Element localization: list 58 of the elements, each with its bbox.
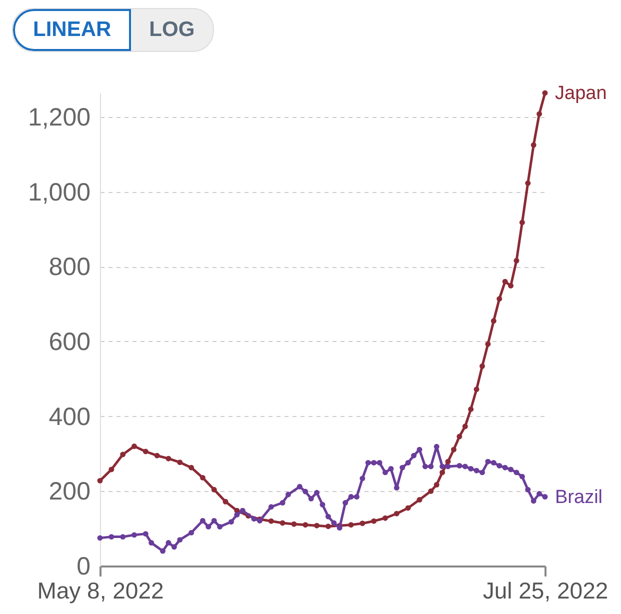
point [496,296,502,302]
point [188,464,194,470]
point [474,386,480,392]
point [177,460,183,466]
point [348,522,354,528]
point [445,458,451,464]
point [360,520,366,526]
point [325,524,331,530]
y-tick-label: 1,200 [28,103,90,132]
point [525,180,531,186]
point [530,142,536,148]
point [291,521,297,527]
point [416,497,422,502]
point [108,466,114,472]
point [490,318,496,324]
point [268,518,274,524]
point [508,282,514,288]
point [462,424,468,430]
series-label: Japan [555,83,607,104]
point [514,258,520,264]
point [405,505,411,511]
point [382,515,388,521]
point [371,518,377,524]
point [211,486,217,492]
point [428,488,434,494]
y-tick-label: 600 [48,328,90,356]
point [131,444,137,449]
y-tick-label: 800 [48,253,90,282]
point [468,406,474,412]
point [222,498,228,504]
point [434,482,440,488]
point [314,522,320,528]
y-tick-label: 400 [48,402,90,431]
x-tick-label: Jul 25, 2022 [482,578,608,604]
x-tick-label: May 8, 2022 [37,578,164,604]
point [166,456,172,462]
point [200,474,206,480]
point [542,90,548,96]
point [302,522,308,528]
y-tick-label: 0 [76,552,90,580]
y-tick-label: 200 [48,478,90,506]
scale-toggle: LINEAR LOG [12,8,214,52]
point [280,520,286,526]
series-label: Brazil [555,486,603,508]
point [142,448,148,454]
point [536,111,542,117]
point [394,510,400,516]
point [154,452,160,458]
point [480,363,485,369]
point [120,452,126,458]
point [456,434,462,440]
y-tick-label: 1,000 [28,178,90,206]
point [519,220,525,226]
point [97,478,103,484]
point [502,278,508,284]
point [450,446,456,452]
point [485,341,491,347]
point [440,470,446,476]
